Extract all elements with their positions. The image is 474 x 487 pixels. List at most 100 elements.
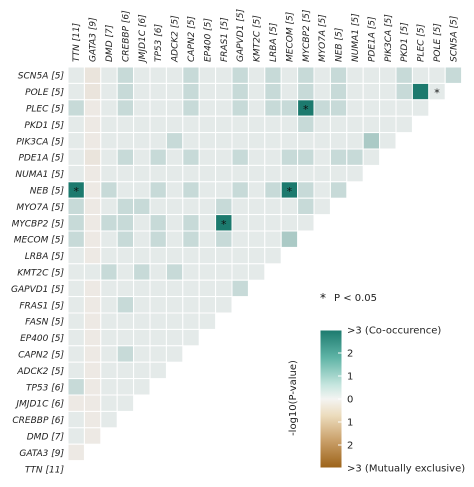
heatmap-cell xyxy=(83,246,102,265)
heatmap-cell xyxy=(329,132,348,150)
heatmap-cell xyxy=(67,66,85,84)
heatmap-cell xyxy=(313,164,331,183)
heatmap-cell xyxy=(83,214,102,232)
row-label: MYCBP2 [5] xyxy=(12,219,65,229)
heatmap-cell xyxy=(100,378,118,396)
column-label: POLE [5] xyxy=(433,23,443,62)
heatmap-cell xyxy=(379,66,397,84)
heatmap-cell xyxy=(116,164,135,183)
heatmap-cell xyxy=(182,132,200,150)
colorbar-title: -log10(P-value) xyxy=(288,360,299,436)
significance-star-marker: * xyxy=(73,185,79,198)
heatmap-cell xyxy=(329,148,348,166)
heatmap-cell xyxy=(264,148,282,166)
row-label: PIK3CA [5] xyxy=(16,137,64,147)
heatmap-cell xyxy=(297,132,315,150)
row-labels: SCN5A [5] POLE [5] PLEC [5] PKD1 [5] PIK3CA … xyxy=(11,72,64,476)
heatmap-cell xyxy=(411,82,430,101)
heatmap-cell xyxy=(116,148,135,166)
heatmap-cell xyxy=(133,164,151,183)
heatmap-cell xyxy=(231,263,249,281)
heatmap-cell xyxy=(149,230,167,248)
heatmap-cell xyxy=(165,328,184,347)
heatmap-cell xyxy=(346,132,364,150)
heatmap-cell xyxy=(231,230,249,248)
heatmap-cell xyxy=(297,164,315,183)
heatmap-cell xyxy=(231,148,249,166)
heatmap-cell xyxy=(116,246,135,265)
heatmap-cell xyxy=(362,66,381,84)
heatmap-cell xyxy=(182,115,200,134)
heatmap-cell xyxy=(362,132,381,150)
heatmap-cell xyxy=(67,328,85,347)
heatmap-cell xyxy=(67,263,85,281)
column-label: GATA3 [9] xyxy=(89,17,99,62)
heatmap-cell xyxy=(280,66,299,84)
heatmap-cell xyxy=(67,214,85,232)
heatmap-cell xyxy=(83,66,102,84)
heatmap-cell xyxy=(165,246,184,265)
row-label: TTN [11] xyxy=(25,465,65,475)
significance-star-marker: * xyxy=(303,103,309,116)
heatmap-cell xyxy=(198,279,217,298)
heatmap-cell xyxy=(362,148,381,166)
heatmap-cell xyxy=(67,361,85,380)
heatmap-cell xyxy=(149,148,167,166)
heatmap-cell xyxy=(231,246,249,265)
heatmap-cell xyxy=(280,148,299,166)
heatmap-cell xyxy=(247,148,266,166)
heatmap-cell xyxy=(116,214,135,232)
heatmap-cell xyxy=(133,328,151,347)
heatmap-cell xyxy=(215,82,233,101)
heatmap-cell xyxy=(215,263,233,281)
heatmap-cell xyxy=(165,115,184,134)
column-label: TP53 [6] xyxy=(154,24,164,62)
heatmap-cell xyxy=(67,296,85,314)
heatmap-cell xyxy=(100,230,118,248)
heatmap-cell xyxy=(133,378,151,396)
heatmap-cell xyxy=(329,181,348,199)
heatmap-cell xyxy=(83,82,102,101)
heatmap-cell xyxy=(116,66,135,84)
heatmap-cell xyxy=(379,132,397,150)
column-label: TTN [11] xyxy=(72,22,82,62)
heatmap-cell xyxy=(133,82,151,101)
heatmap-cell xyxy=(149,296,167,314)
heatmap-cell xyxy=(83,197,102,216)
heatmap-cell xyxy=(182,164,200,183)
heatmap-cell xyxy=(83,132,102,150)
column-label: CAPN2 [5] xyxy=(187,16,197,62)
colorbar-ticks: >3 (Co-occurence) 2 1 0 1 2 >3 (Mutually exclu… xyxy=(338,326,465,475)
heatmap-cell xyxy=(67,164,85,183)
heatmap-cell xyxy=(280,132,299,150)
heatmap-cell xyxy=(116,82,135,101)
column-label: PLEC [5] xyxy=(417,23,427,62)
heatmap-cell xyxy=(100,66,118,84)
heatmap-cell xyxy=(215,99,233,117)
row-label: NEB [5] xyxy=(30,187,65,197)
heatmap-cell xyxy=(247,214,266,232)
heatmap-cell xyxy=(100,246,118,265)
heatmap-cell xyxy=(149,82,167,101)
heatmap-cell xyxy=(297,66,315,84)
heatmap-cell xyxy=(165,148,184,166)
heatmap-cell xyxy=(247,263,266,281)
column-label: NEB [5] xyxy=(335,27,345,62)
heatmap-cell xyxy=(313,197,331,216)
heatmap-cell xyxy=(264,230,282,248)
column-label: LRBA [5] xyxy=(269,22,279,62)
heatmap-cell xyxy=(395,99,413,117)
heatmap-cell xyxy=(231,181,249,199)
heatmap-cell xyxy=(133,361,151,380)
heatmap-cell xyxy=(165,263,184,281)
heatmap-cell xyxy=(100,328,118,347)
column-label: MYCBP2 [5] xyxy=(302,9,312,62)
heatmap-cell xyxy=(198,82,217,101)
heatmap-cell xyxy=(280,164,299,183)
heatmap-cell xyxy=(198,164,217,183)
heatmap-cell xyxy=(198,181,217,199)
heatmap-cell xyxy=(165,279,184,298)
heatmap-cell xyxy=(198,296,217,314)
row-label: PLEC [5] xyxy=(26,105,65,115)
heatmap-cell xyxy=(428,82,446,101)
